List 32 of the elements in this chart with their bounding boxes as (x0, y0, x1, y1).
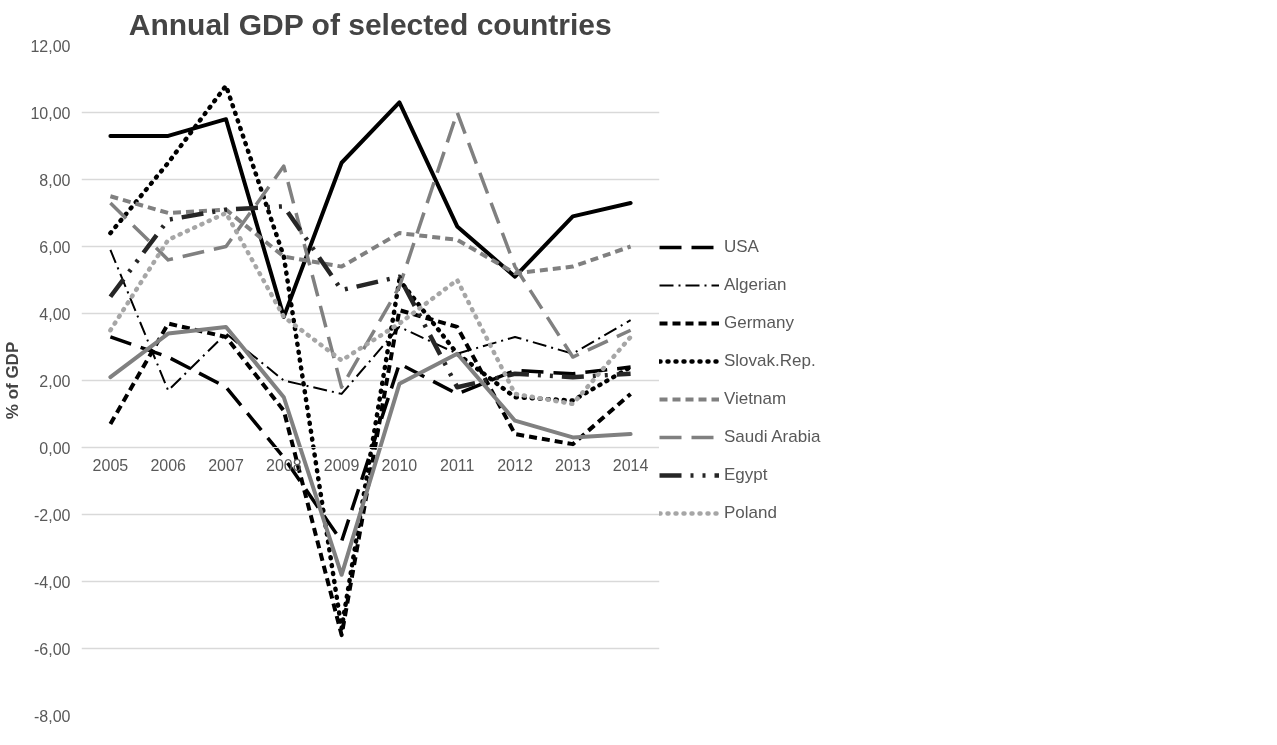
x-tick-label: 2014 (612, 456, 649, 474)
y-tick-label: 6,00 (39, 238, 71, 256)
x-tick-label: 2006 (150, 456, 187, 474)
y-tick-label: 12,00 (30, 37, 71, 55)
legend-label: Slovak.Rep. (724, 351, 816, 371)
y-tick-label: 10,00 (30, 104, 71, 122)
x-tick-label: 2011 (440, 456, 475, 474)
x-tick-label: 2013 (555, 456, 591, 474)
legend-label: Egypt (724, 465, 768, 485)
y-tick-label: 4,00 (39, 305, 71, 323)
y-tick-label: 8,00 (39, 171, 71, 189)
x-tick-label: 2012 (497, 456, 533, 474)
legend-label: Algerian (724, 275, 787, 295)
x-tick-label: 2005 (92, 456, 129, 474)
y-tick-label: -4,00 (34, 573, 71, 591)
y-tick-label: -6,00 (34, 640, 71, 658)
y-tick-label: -8,00 (34, 707, 71, 725)
x-tick-label: 2009 (323, 456, 360, 474)
y-tick-label: -2,00 (34, 506, 71, 524)
legend-label: Poland (724, 503, 777, 523)
y-tick-label: 2,00 (39, 372, 71, 390)
x-tick-label: 2007 (208, 456, 244, 474)
legend-label: Saudi Arabia (724, 427, 821, 447)
y-axis-title: % of GDP (3, 341, 23, 420)
legend-label: USA (724, 237, 759, 257)
x-tick-label: 2010 (381, 456, 418, 474)
legend-label: Vietnam (724, 389, 787, 409)
y-tick-label: 0,00 (39, 439, 71, 457)
line-series (108, 110, 633, 389)
x-tick-label: 2008 (266, 456, 302, 474)
legend-label: Germany (724, 313, 794, 333)
chart-title: Annual GDP of selected countries (128, 7, 612, 41)
